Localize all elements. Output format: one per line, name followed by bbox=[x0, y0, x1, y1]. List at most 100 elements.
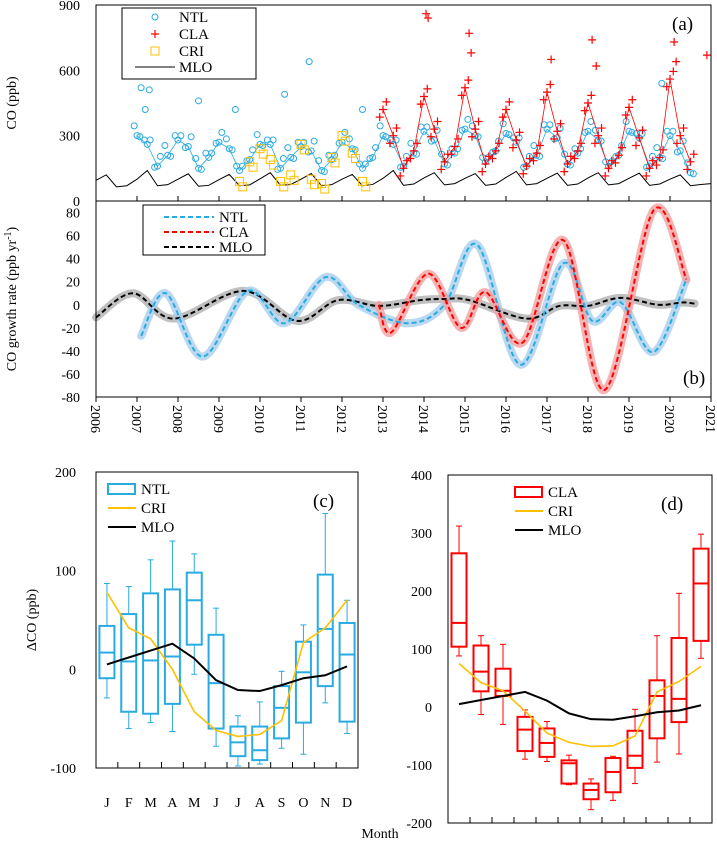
x-tick-label: 2011 bbox=[292, 405, 307, 432]
y-axis-title: CO growth rate (ppb yr-1) bbox=[3, 226, 20, 371]
cla-point bbox=[532, 149, 541, 158]
x-tick-label: 2006 bbox=[87, 405, 102, 433]
cla-point bbox=[648, 156, 657, 165]
cla-point bbox=[588, 35, 597, 44]
cla-point bbox=[461, 83, 469, 92]
plot-frame bbox=[447, 474, 713, 824]
cla-point bbox=[505, 97, 514, 106]
cla-point bbox=[584, 99, 592, 107]
y-axis-title: ΔCO (ppb) bbox=[25, 589, 40, 652]
x-tick-label: 2017 bbox=[538, 405, 553, 433]
legend: NTL CRI MLO bbox=[107, 482, 175, 536]
y-tick-label: 0 bbox=[73, 299, 80, 314]
box-iqr bbox=[604, 757, 622, 794]
ntl-point bbox=[218, 128, 226, 136]
box-iqr bbox=[273, 685, 291, 740]
x-tick-label: 2012 bbox=[333, 405, 348, 433]
cla-point bbox=[426, 132, 435, 141]
cla-growth-line bbox=[377, 206, 688, 392]
legend-cla-marker bbox=[151, 30, 159, 38]
box-iqr bbox=[142, 592, 160, 715]
box-0 bbox=[450, 525, 468, 657]
legend-label-ntl: NTL bbox=[141, 482, 170, 498]
x-tick-label: 2019 bbox=[620, 405, 635, 433]
y-tick-label: -40 bbox=[61, 345, 80, 360]
x-tick-label: M bbox=[188, 796, 201, 811]
cri-point bbox=[245, 157, 255, 167]
y-tick-label: -60 bbox=[61, 368, 80, 383]
cla-point bbox=[495, 139, 504, 148]
ntl-point bbox=[423, 123, 431, 131]
x-tick-label: 2013 bbox=[374, 405, 389, 433]
ntl-point bbox=[561, 150, 569, 158]
box-iqr bbox=[560, 759, 578, 785]
box-7 bbox=[251, 701, 269, 765]
ntl-point bbox=[263, 136, 271, 144]
ntl-point bbox=[305, 58, 313, 66]
cla-point bbox=[659, 145, 668, 154]
box-3 bbox=[163, 540, 181, 732]
ntl-point bbox=[184, 143, 192, 151]
y-tick-label: -80 bbox=[61, 391, 80, 406]
ntl-point bbox=[372, 144, 380, 152]
panel-label: (d) bbox=[661, 494, 683, 515]
panel-b: 2006 2007 2008 2009 2010 2011 2012 2013 2014 2015… bbox=[3, 200, 717, 433]
ntl-point bbox=[361, 160, 369, 168]
box-2 bbox=[142, 559, 160, 724]
ntl-point bbox=[676, 147, 684, 155]
ntl-point bbox=[154, 162, 161, 170]
box-7 bbox=[604, 755, 622, 801]
ntl-point bbox=[351, 146, 359, 154]
ntl-point bbox=[136, 133, 144, 141]
cla-point bbox=[515, 128, 524, 137]
ntl-point bbox=[156, 152, 164, 160]
box-5 bbox=[560, 754, 578, 786]
ntl-point bbox=[145, 86, 153, 94]
cla-point bbox=[669, 67, 678, 76]
cla-point bbox=[454, 134, 463, 143]
cri-point bbox=[320, 184, 330, 194]
panel-label: (c) bbox=[313, 491, 334, 512]
legend-label-ntl: NTL bbox=[219, 210, 248, 226]
y-tick-label: 600 bbox=[59, 64, 80, 79]
ntl-point bbox=[281, 90, 289, 98]
cla-point bbox=[498, 113, 507, 122]
cla-point bbox=[638, 126, 647, 135]
x-tick-label: J bbox=[104, 796, 110, 811]
box-iqr bbox=[626, 729, 644, 769]
x-tick-label: J bbox=[235, 796, 241, 811]
cla-point bbox=[522, 162, 531, 171]
cla-point bbox=[471, 125, 480, 134]
ntl-point bbox=[628, 128, 636, 136]
cla-point bbox=[580, 106, 589, 115]
y-axis-title-end: ) bbox=[5, 226, 20, 231]
x-tick-label: 2021 bbox=[702, 405, 717, 433]
cri-line bbox=[458, 662, 702, 748]
cri-point bbox=[265, 155, 275, 165]
box-11 bbox=[338, 599, 356, 734]
cla-point bbox=[491, 146, 500, 155]
cla-point bbox=[689, 150, 698, 159]
mlo-line bbox=[458, 690, 702, 721]
y-tick-label: 200 bbox=[55, 466, 76, 481]
ntl-point bbox=[546, 121, 554, 129]
cla-point bbox=[457, 91, 466, 100]
x-tick-label: 2020 bbox=[661, 405, 676, 433]
ntl-point bbox=[341, 128, 349, 136]
cla-point bbox=[645, 164, 654, 173]
cla-point bbox=[642, 171, 651, 180]
x-tick-label: J bbox=[213, 796, 219, 811]
box-10 bbox=[670, 592, 688, 755]
cla-point bbox=[389, 131, 398, 140]
cri-point bbox=[276, 176, 285, 186]
cla-point bbox=[430, 125, 439, 134]
ntl-point bbox=[222, 135, 230, 143]
cri-point bbox=[235, 176, 244, 186]
x-tick-label: 2014 bbox=[415, 405, 430, 433]
ntl-point bbox=[279, 155, 287, 163]
ntl-point bbox=[259, 141, 267, 149]
ntl-point bbox=[187, 133, 195, 141]
cla-point bbox=[382, 97, 391, 106]
cla-point bbox=[556, 119, 565, 128]
